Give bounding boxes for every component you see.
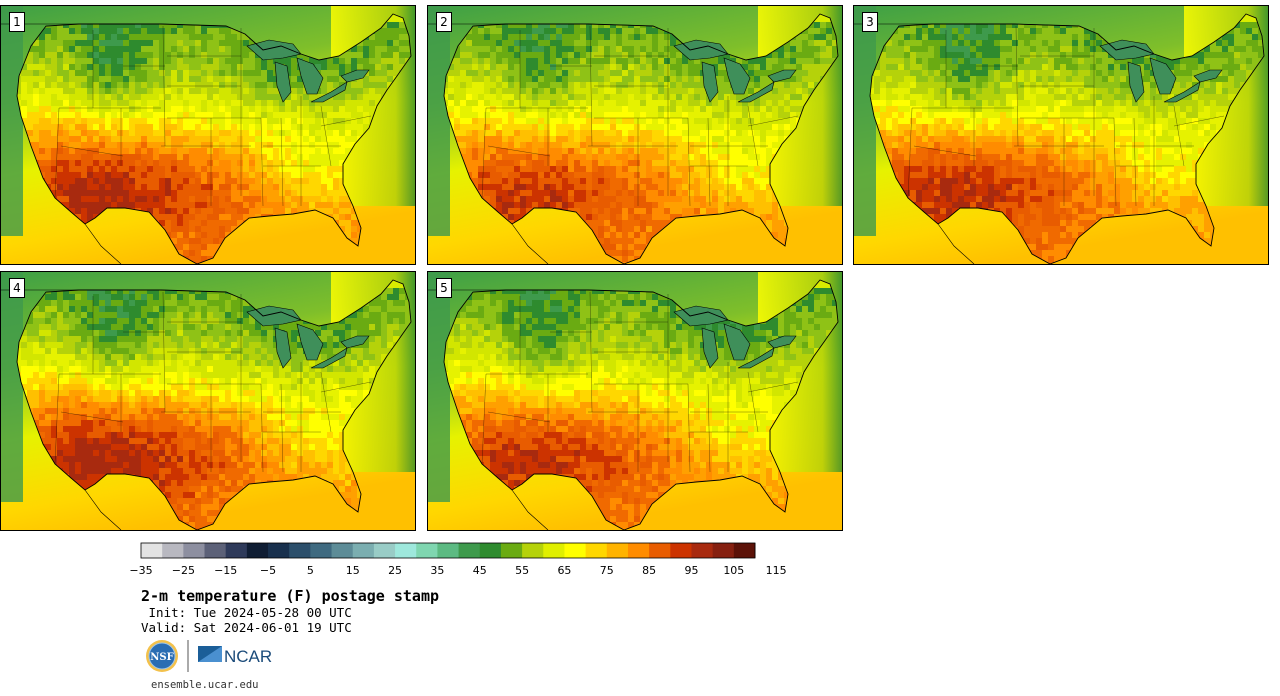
colorbar-swatch	[395, 543, 417, 558]
member-label: 4	[9, 278, 25, 298]
ensemble-member-panel-4: 4	[0, 271, 416, 531]
colorbar-swatch	[585, 543, 608, 558]
colorbar-swatch	[141, 543, 163, 558]
colorbar-tick-label: −15	[214, 564, 238, 577]
colorbar-swatch	[691, 543, 714, 558]
colorbar: −35 −25 −15 −5 5 15 25 35 45 55 65 75 85 95 105 115	[129, 542, 787, 582]
colorbar-swatch	[162, 543, 184, 558]
init-time: Init: Tue 2024-05-28 00 UTC	[141, 605, 352, 620]
colorbar-swatch	[458, 543, 481, 558]
colorbar-swatch	[543, 543, 565, 558]
colorbar-tick-label: 65	[557, 564, 572, 577]
colorbar-swatch	[564, 543, 587, 558]
logos: NSF NCAR	[146, 640, 272, 672]
temperature-map	[428, 6, 842, 264]
nsf-logo-text: NSF	[150, 652, 173, 663]
colorbar-swatch	[310, 543, 333, 558]
colorbar-tick-label: 35	[430, 564, 445, 577]
colorbar-swatch	[183, 543, 206, 558]
temperature-map	[1, 6, 415, 264]
colorbar-tick-label: 75	[599, 564, 614, 577]
colorbar-swatch	[627, 543, 650, 558]
ensemble-member-panel-5: 5	[427, 271, 843, 531]
colorbar-swatch	[373, 543, 396, 558]
colorbar-swatch	[437, 543, 460, 558]
colorbar-tick-label: 45	[472, 564, 487, 577]
figure-title: 2-m temperature (F) postage stamp	[141, 587, 440, 605]
logo-row: NSF NCAR	[144, 638, 274, 674]
colorbar-swatch	[204, 543, 227, 558]
colorbar-tick-label: −25	[171, 564, 195, 577]
ensemble-member-panel-2: 2	[427, 5, 843, 265]
temperature-map	[854, 6, 1268, 264]
ensemble-member-panel-3: 3	[853, 5, 1269, 265]
temperature-map	[1, 272, 415, 530]
valid-time: Valid: Sat 2024-06-01 19 UTC	[141, 620, 352, 635]
member-label: 3	[862, 12, 878, 32]
colorbar-swatch	[268, 543, 290, 558]
colorbar-tick-label: 95	[684, 564, 699, 577]
colorbar-tick-label: −35	[129, 564, 153, 577]
colorbar-swatch	[606, 543, 629, 558]
colorbar-tick-label: 105	[723, 564, 745, 577]
colorbar-tick-label: 85	[642, 564, 657, 577]
colorbar-tick-label: −5	[259, 564, 277, 577]
colorbar-tick-label: 5	[306, 564, 314, 577]
nsf-logo: NSF	[146, 640, 178, 672]
colorbar-swatch	[225, 543, 248, 558]
colorbar-swatch	[712, 543, 735, 558]
colorbar-swatch	[246, 543, 269, 558]
colorbar-swatch	[289, 543, 311, 558]
colorbar-swatch	[733, 543, 756, 558]
colorbar-swatch	[479, 543, 502, 558]
colorbar-swatch	[649, 543, 671, 558]
colorbar-swatch	[352, 543, 375, 558]
member-label: 5	[436, 278, 452, 298]
member-label: 2	[436, 12, 452, 32]
colorbar-swatch	[500, 543, 523, 558]
colorbar-tick-label: 15	[345, 564, 360, 577]
ncar-logo-text: NCAR	[224, 647, 272, 666]
ensemble-member-panel-1: 1	[0, 5, 416, 265]
ncar-logo: NCAR	[198, 646, 272, 666]
member-label: 1	[9, 12, 25, 32]
colorbar-swatch	[416, 543, 438, 558]
colorbar-tick-label: 25	[388, 564, 403, 577]
colorbar-tick-label: 115	[765, 564, 787, 577]
source-url: ensemble.ucar.edu	[151, 679, 259, 691]
colorbar-swatch	[331, 543, 354, 558]
colorbar-swatch	[670, 543, 692, 558]
colorbar-swatches	[140, 542, 756, 559]
colorbar-tick-label: 55	[515, 564, 530, 577]
temperature-map	[428, 272, 842, 530]
colorbar-swatch	[522, 543, 544, 558]
